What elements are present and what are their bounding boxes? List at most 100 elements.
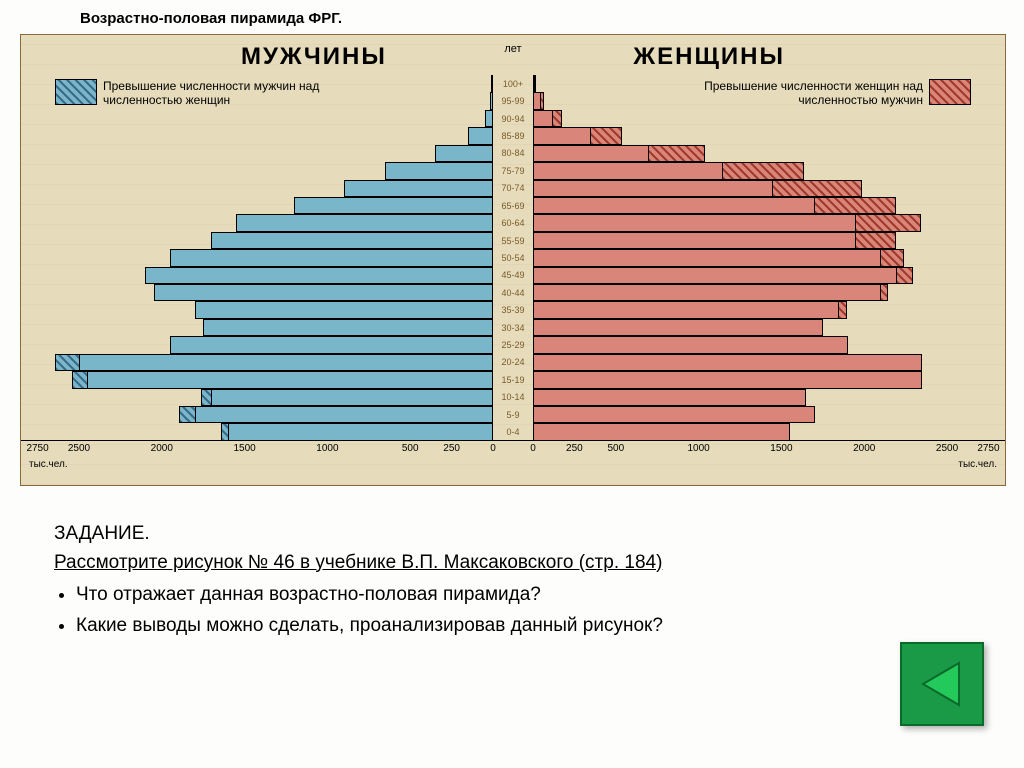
pyramid-row: 0-4 [21, 423, 1005, 440]
pyramid-row: 95-99 [21, 92, 1005, 109]
tick-left: 500 [402, 443, 419, 454]
tick-right: 1000 [687, 443, 709, 454]
pyramid-row: 75-79 [21, 162, 1005, 179]
tick-right: 2500 [936, 443, 958, 454]
age-label: 100+ [493, 75, 533, 92]
pyramid-row: 55-59 [21, 232, 1005, 249]
tick-right: 2000 [853, 443, 875, 454]
task-q1: Что отражает данная возрастно-половая пи… [76, 581, 814, 610]
age-label: 85-89 [493, 127, 533, 144]
pyramid-row: 60-64 [21, 214, 1005, 231]
pyramid-row: 45-49 [21, 267, 1005, 284]
excess-male [72, 371, 88, 388]
bar-female [533, 162, 723, 179]
bar-female [533, 249, 881, 266]
age-label: 80-84 [493, 145, 533, 162]
excess-male [201, 389, 213, 406]
age-label: 40-44 [493, 284, 533, 301]
pyramid-row: 85-89 [21, 127, 1005, 144]
bar-male [211, 232, 493, 249]
age-label: 0-4 [493, 423, 533, 440]
excess-female [540, 92, 544, 109]
tick-left: 2500 [68, 443, 90, 454]
pyramid-row: 35-39 [21, 301, 1005, 318]
bar-male [344, 180, 493, 197]
tick-right: 2750 [977, 443, 999, 454]
tick-right: 0 [530, 443, 536, 454]
excess-male [221, 423, 229, 440]
bar-female [533, 232, 856, 249]
axis-unit-right: тыс.чел. [958, 459, 997, 470]
excess-female [534, 75, 536, 92]
bar-female [533, 127, 591, 144]
tick-right: 250 [566, 443, 583, 454]
tick-left: 2000 [151, 443, 173, 454]
age-label: 75-79 [493, 162, 533, 179]
age-label: 15-19 [493, 371, 533, 388]
bar-female [533, 214, 856, 231]
pyramid-row: 65-69 [21, 197, 1005, 214]
bar-female [533, 75, 535, 92]
age-label: 95-99 [493, 92, 533, 109]
bar-male [170, 336, 493, 353]
task-q2: Какие выводы можно сделать, проанализиро… [76, 612, 814, 641]
pyramid-row: 100+ [21, 75, 1005, 92]
bar-male [195, 301, 493, 318]
pyramid-row: 80-84 [21, 145, 1005, 162]
age-label: 35-39 [493, 301, 533, 318]
excess-female [648, 145, 705, 162]
excess-female [880, 249, 905, 266]
tick-right: 1500 [770, 443, 792, 454]
tick-left: 1500 [233, 443, 255, 454]
axis-center [493, 441, 533, 485]
bar-female [533, 145, 649, 162]
header-male: МУЖЧИНЫ [241, 43, 387, 71]
bar-male [79, 354, 493, 371]
axis-unit-left: тыс.чел. [29, 459, 68, 470]
excess-female [590, 127, 622, 144]
bar-female [533, 319, 823, 336]
bar-female [533, 336, 848, 353]
bar-female [533, 92, 541, 109]
bar-female [533, 423, 790, 440]
bar-male [490, 92, 493, 109]
bar-female [533, 406, 815, 423]
task-title: ЗАДАНИЕ. [54, 520, 814, 549]
pyramid-row: 15-19 [21, 371, 1005, 388]
bar-female [533, 284, 881, 301]
pyramid-row: 5-9 [21, 406, 1005, 423]
age-label: 90-94 [493, 110, 533, 127]
bar-male [468, 127, 493, 144]
excess-male [179, 406, 195, 423]
pyramid-row: 30-34 [21, 319, 1005, 336]
x-axis: тыс.чел. 275025002000150010005002500 тыс… [21, 440, 1005, 485]
age-label: 70-74 [493, 180, 533, 197]
bar-male [485, 110, 493, 127]
pyramid-row: 20-24 [21, 354, 1005, 371]
bar-male [435, 145, 493, 162]
back-button[interactable] [900, 642, 984, 726]
age-label: 25-29 [493, 336, 533, 353]
excess-female [814, 197, 896, 214]
age-label: 60-64 [493, 214, 533, 231]
excess-female [880, 284, 888, 301]
bar-male [211, 389, 493, 406]
tick-left: 0 [490, 443, 496, 454]
bar-female [533, 180, 773, 197]
bar-male [170, 249, 493, 266]
tick-left: 1000 [316, 443, 338, 454]
bar-male [145, 267, 493, 284]
bar-female [533, 110, 553, 127]
pyramid-row: 50-54 [21, 249, 1005, 266]
excess-female [855, 232, 896, 249]
bar-female [533, 301, 839, 318]
bar-male [195, 406, 493, 423]
axis-left: тыс.чел. 275025002000150010005002500 [21, 441, 493, 485]
age-label: 10-14 [493, 389, 533, 406]
tick-right: 500 [607, 443, 624, 454]
excess-female [772, 180, 862, 197]
excess-female [552, 110, 562, 127]
age-label: 55-59 [493, 232, 533, 249]
triangle-left-icon [915, 657, 969, 711]
bar-female [533, 267, 897, 284]
